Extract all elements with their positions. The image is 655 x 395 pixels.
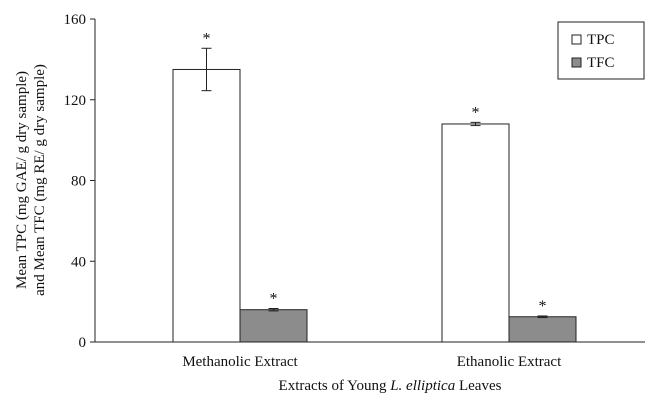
x-axis-title-species: L. elliptica	[389, 378, 455, 394]
x-axis-title-prefix: Extracts of Young	[279, 378, 391, 394]
y-axis-title-line2: and Mean TFC (mg RE/ g dry sample)	[32, 64, 48, 296]
significance-marker: *	[472, 104, 480, 121]
bar-tpc-methanolic	[172, 68, 241, 343]
bar-tpc-ethanolic	[441, 123, 510, 343]
y-tick-label: 40	[71, 254, 86, 270]
legend-label-tpc: TPC	[587, 32, 615, 48]
legend-swatch-tfc	[571, 57, 582, 68]
bars-layer: * * * *	[172, 30, 577, 343]
x-tick-label: Methanolic Extract	[182, 354, 298, 370]
x-axis-title: Extracts of Young L. elliptica Leaves	[279, 378, 502, 394]
x-axis-title-suffix: Leaves	[455, 378, 501, 394]
y-tick-label: 120	[64, 93, 87, 109]
bar-tfc-methanolic	[239, 309, 308, 343]
y-tick-label: 80	[71, 174, 86, 190]
y-axis-title-line1: Mean TPC (mg GAE/ g dry sample)	[14, 71, 30, 289]
legend-swatch-tpc	[571, 34, 582, 45]
y-tick-label: 0	[79, 335, 87, 351]
x-tick-label: Ethanolic Extract	[457, 354, 562, 370]
significance-marker: *	[270, 290, 278, 307]
legend-label-tfc: TFC	[587, 55, 615, 71]
y-tick-label: 160	[64, 12, 87, 28]
legend: TPC TFC	[557, 21, 645, 80]
bar-tfc-ethanolic	[508, 316, 577, 343]
axes-layer: 0 40 80 120 160 Methanolic Extract Ethanolic E…	[64, 12, 645, 370]
legend-box	[557, 21, 645, 80]
y-axis-title: Mean TPC (mg GAE/ g dry sample) and Mean…	[14, 64, 48, 296]
significance-marker: *	[539, 298, 547, 315]
significance-marker: *	[203, 30, 211, 47]
